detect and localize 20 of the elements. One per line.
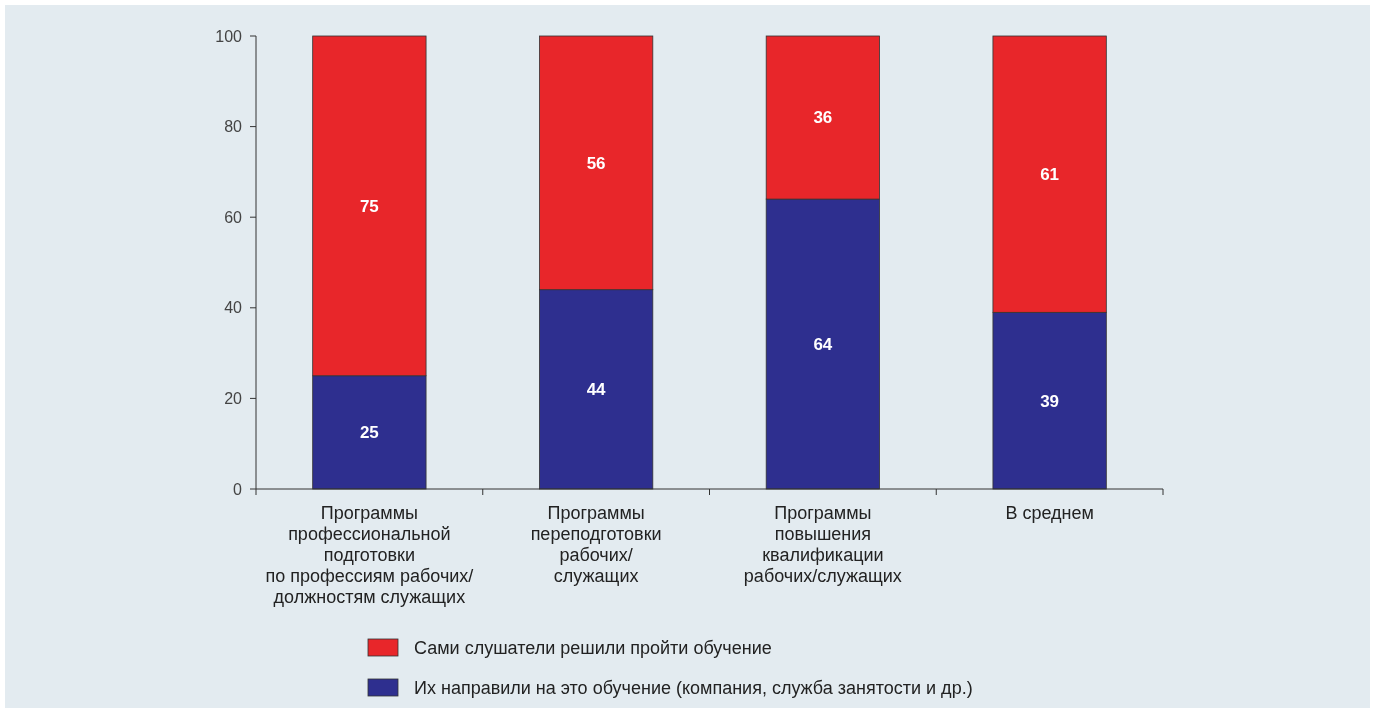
y-tick-label: 80 xyxy=(224,118,243,136)
data-label: 64 xyxy=(813,334,833,354)
x-tick-label: Программы повышения квалификации рабочих/служащих xyxy=(743,503,902,586)
x-tick-label: Программы переподготовки рабочих/ служащих xyxy=(530,503,662,586)
y-tick-label: 60 xyxy=(224,208,243,226)
y-tick-label: 0 xyxy=(233,480,243,498)
data-label: 61 xyxy=(1040,165,1060,185)
x-tick-label: В среднем xyxy=(1005,503,1094,523)
data-label: 25 xyxy=(359,423,379,443)
data-label: 36 xyxy=(813,108,833,128)
data-label: 44 xyxy=(586,380,607,400)
data-label: 56 xyxy=(586,153,606,173)
y-tick-label: 40 xyxy=(224,299,243,317)
legend-label: Их направили на это обучение (компания, служба занятости и др.) xyxy=(414,678,973,699)
legend-label: Сами слушатели решили пройти обучение xyxy=(414,638,772,659)
x-tick-label: Программы профессиональной подготовки по профессиям рабочих/ должностям служащих xyxy=(265,503,474,607)
data-label: 39 xyxy=(1040,391,1060,411)
y-tick-label: 20 xyxy=(224,390,243,407)
data-label: 75 xyxy=(359,196,379,216)
y-tick-label: 100 xyxy=(215,27,243,45)
